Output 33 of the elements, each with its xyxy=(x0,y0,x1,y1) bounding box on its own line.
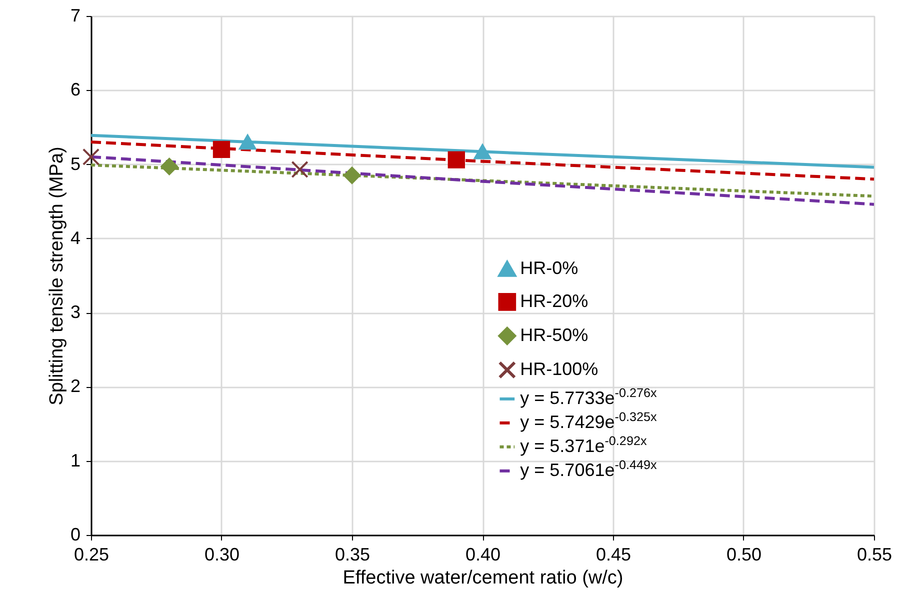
y-axis-title: Splitting tensile strength (MPa) xyxy=(46,146,68,406)
y-tick-label: 3 xyxy=(70,302,80,322)
point xyxy=(291,160,308,178)
x-tick-label: 0.55 xyxy=(856,544,892,564)
x-tick-label: 0.40 xyxy=(465,544,501,564)
point xyxy=(160,158,178,176)
x-tick-label: 0.45 xyxy=(596,544,632,564)
legend-label: HR-20% xyxy=(520,290,588,311)
x-tick-label: 0.35 xyxy=(334,544,370,564)
point xyxy=(82,148,100,166)
point xyxy=(239,134,256,150)
y-tick-label: 5 xyxy=(70,154,80,174)
x-tick-label: 0.50 xyxy=(726,544,762,564)
legend-label: y = 5.7429e$^{-0.325x}$ xyxy=(520,410,658,432)
point xyxy=(448,151,465,168)
point xyxy=(474,144,492,160)
legend-label: HR-100% xyxy=(520,358,598,379)
y-tick-label: 2 xyxy=(70,376,80,396)
y-tick-label: 4 xyxy=(70,228,80,248)
point xyxy=(343,166,361,184)
legend-label: HR-50% xyxy=(520,324,588,345)
x-tick-label: 0.25 xyxy=(74,544,110,564)
legend-label: y = 5.371e$^{-0.292x}$ xyxy=(520,434,648,456)
legend-label: HR-0% xyxy=(520,258,578,278)
y-tick-label: 7 xyxy=(70,6,80,26)
x-axis-title: Effective water/cement ratio (w/c) xyxy=(342,568,624,588)
legend-label: y = 5.7733e$^{-0.276x}$ xyxy=(520,386,658,408)
y-tick-label: 0 xyxy=(70,524,80,544)
y-tick-label: 6 xyxy=(70,80,80,100)
x-tick-label: 0.30 xyxy=(204,544,240,564)
y-tick-label: 1 xyxy=(70,450,80,470)
legend-label: y = 5.7061e$^{-0.449x}$ xyxy=(520,458,658,480)
point xyxy=(212,140,230,158)
